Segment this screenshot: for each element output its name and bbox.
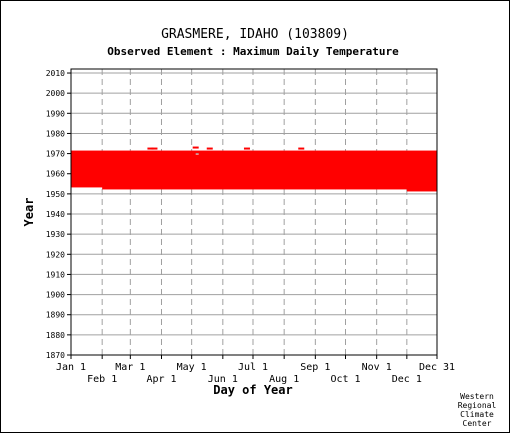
y-tick-label: 1880 (46, 331, 65, 340)
credit-line: Regional (458, 401, 497, 410)
y-axis: 1870 1880 1890 1900 1910 1920 1930 1940 1950 1960… (46, 69, 71, 360)
observation-segment (71, 160, 437, 164)
credit-line: Center (463, 419, 492, 428)
observation-segment (71, 156, 437, 160)
x-tick-label: Apr 1 (146, 374, 176, 385)
y-tick-label: 1890 (46, 311, 65, 320)
observation-segment (71, 184, 437, 188)
credit-text: Western Regional Climate Center (458, 392, 497, 428)
x-tick-label: Sep 1 (300, 362, 330, 373)
y-tick-label: 1990 (46, 109, 65, 118)
observation-segment (71, 150, 437, 154)
y-tick-label: 1960 (46, 170, 65, 179)
y-tick-label: 1950 (46, 190, 65, 199)
y-tick-label: 2010 (46, 69, 65, 78)
observation-segment (102, 186, 438, 190)
y-tick-label: 1920 (46, 250, 65, 259)
y-tick-label: 1910 (46, 270, 65, 279)
observation-segment (71, 152, 196, 156)
observation-segment (71, 174, 437, 178)
x-axis-label: Day of Year (213, 383, 292, 397)
credit-line: Western (460, 392, 494, 401)
observation-segment (71, 178, 437, 182)
x-tick-label: Feb 1 (87, 374, 117, 385)
y-tick-label: 1870 (46, 351, 65, 360)
grid-lines (71, 69, 437, 356)
observation-segment (71, 180, 437, 184)
data-point (192, 146, 199, 149)
x-tick-label: Jun 1 (208, 374, 238, 385)
observation-segment (71, 166, 437, 170)
x-tick-label: Jul 1 (238, 362, 268, 373)
x-tick-label: Dec 1 (392, 374, 422, 385)
observation-segment (71, 162, 437, 166)
observation-segment (198, 152, 437, 156)
x-tick-label: May 1 (177, 362, 207, 373)
observation-segment (71, 170, 437, 174)
y-axis-label: Year (22, 198, 36, 227)
data-point (206, 147, 213, 150)
chart-subtitle: Observed Element : Maximum Daily Tempera… (107, 45, 399, 58)
x-axis: Jan 1 Mar 1 May 1 Jul 1 Sep 1 Nov 1 Dec 31 Feb … (56, 355, 455, 385)
observation-segment (71, 168, 437, 172)
chart-title: GRASMERE, IDAHO (103809) (161, 27, 349, 42)
x-tick-label: Jan 1 (56, 362, 86, 373)
observation-segment (71, 176, 437, 180)
data-point (151, 147, 158, 150)
y-tick-label: 1930 (46, 230, 65, 239)
x-tick-label: Aug 1 (269, 374, 299, 385)
data-point (298, 147, 305, 150)
y-tick-label: 2000 (46, 89, 65, 98)
x-tick-label: Dec 31 (419, 362, 455, 373)
observation-segment (71, 164, 437, 168)
plot-area (70, 68, 438, 356)
observation-segment (71, 182, 437, 186)
data-point (147, 147, 154, 150)
observation-segment (71, 158, 437, 162)
credit-line: Climate (460, 410, 494, 419)
y-tick-label: 1900 (46, 291, 65, 300)
data-marks (71, 146, 438, 192)
data-point (243, 147, 250, 150)
x-tick-label: Oct 1 (330, 374, 360, 385)
y-tick-label: 1940 (46, 210, 65, 219)
y-tick-label: 1970 (46, 150, 65, 159)
observation-segment (71, 172, 437, 176)
x-tick-label: Nov 1 (362, 362, 392, 373)
observation-segment (71, 154, 437, 158)
observation-segment (406, 188, 437, 192)
x-tick-label: Mar 1 (115, 362, 145, 373)
y-tick-label: 1980 (46, 129, 65, 138)
